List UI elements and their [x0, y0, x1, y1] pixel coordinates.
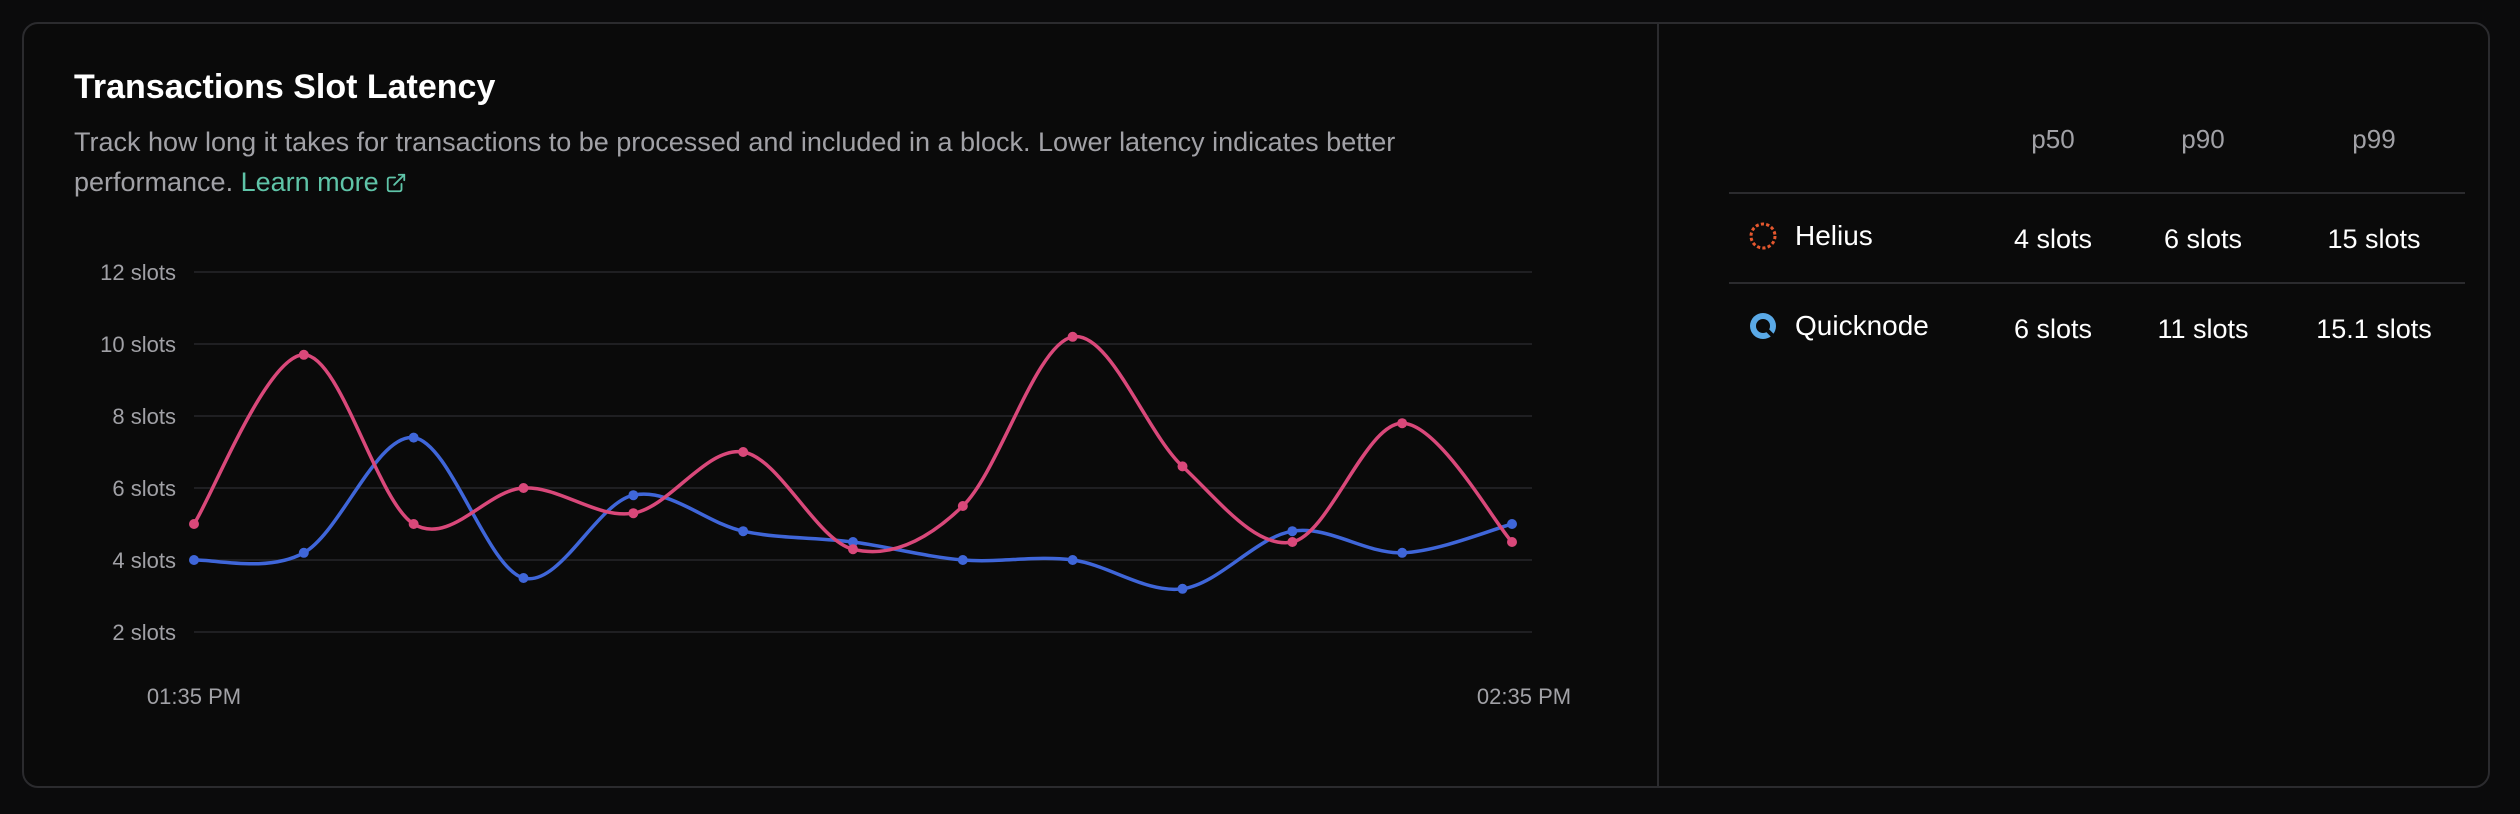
quicknode-data-point[interactable] [957, 555, 968, 565]
table-header: p50 p90 p99 [1729, 98, 2465, 194]
helius-data-point[interactable] [298, 349, 309, 360]
card-title: Transactions Slot Latency [74, 68, 496, 106]
learn-more-link[interactable]: Learn more [241, 167, 407, 197]
helius-data-point[interactable] [408, 519, 419, 529]
helius-data-point[interactable] [1067, 331, 1078, 342]
quicknode-data-point[interactable] [1397, 547, 1408, 558]
helius-data-point[interactable] [1507, 537, 1517, 547]
quicknode-p90: 11 slots [2157, 314, 2249, 344]
quicknode-data-point[interactable] [738, 526, 749, 537]
x-tick-label: 01:35 PM [147, 684, 241, 709]
quicknode-data-point[interactable] [1507, 519, 1517, 529]
description-text: Track how long it takes for transactions… [74, 127, 1396, 197]
quicknode-data-point[interactable] [1177, 583, 1188, 594]
helius-data-point[interactable] [738, 447, 749, 457]
helius-data-point[interactable] [518, 483, 529, 493]
y-tick-label: 2 slots [112, 620, 176, 645]
external-link-icon [386, 173, 405, 193]
percentile-table: p50 p90 p99 Helius 4 slots 6 slots 15 sl… [1729, 98, 2465, 372]
quicknode-series-line [193, 435, 1513, 592]
helius-icon [1749, 222, 1777, 250]
helius-data-point[interactable] [628, 508, 639, 519]
provider-name: Helius [1795, 220, 1873, 251]
quicknode-icon [1750, 313, 1776, 339]
helius-data-point[interactable] [1177, 461, 1188, 472]
helius-data-point[interactable] [848, 544, 858, 555]
provider-name: Quicknode [1795, 310, 1929, 341]
provider-helius: Helius [1747, 220, 1873, 252]
table-row-helius: Helius 4 slots 6 slots 15 slots [1729, 194, 2465, 284]
quicknode-data-point[interactable] [848, 537, 858, 547]
helius-p90: 6 slots [2163, 224, 2243, 254]
y-tick-label: 6 slots [112, 476, 176, 501]
quicknode-data-point[interactable] [518, 573, 529, 583]
col-p50: p50 [2031, 124, 2075, 154]
quicknode-data-point[interactable] [298, 547, 309, 558]
latency-line-chart: 2 slots 4 slots 6 slots 8 slots 10 slots 12 s… [100, 260, 1571, 709]
provider-quicknode: Quicknode [1747, 310, 1929, 342]
card-description: Track how long it takes for transactions… [74, 122, 1514, 202]
col-p90: p90 [2181, 124, 2225, 154]
quicknode-data-point[interactable] [1067, 555, 1078, 565]
y-tick-label: 8 slots [112, 404, 176, 429]
table-row-quicknode: Quicknode 6 slots 11 slots 15.1 slots [1729, 284, 2465, 372]
x-tick-label: 02:35 PM [1477, 684, 1571, 709]
quicknode-data-point[interactable] [189, 555, 199, 565]
helius-data-point[interactable] [1287, 537, 1298, 547]
stats-panel: p50 p90 p99 Helius 4 slots 6 slots 15 sl… [1659, 24, 2488, 786]
helius-data-point[interactable] [189, 519, 199, 529]
quicknode-p99: 15.1 slots [2316, 314, 2432, 344]
helius-p99: 15 slots [2327, 224, 2421, 254]
latency-card: Transactions Slot Latency Track how long… [22, 22, 2490, 788]
quicknode-p50: 6 slots [2013, 314, 2093, 344]
helius-data-point[interactable] [1397, 418, 1408, 429]
quicknode-data-point[interactable] [408, 432, 419, 443]
helius-p50: 4 slots [2013, 224, 2093, 254]
helius-data-point[interactable] [957, 501, 968, 511]
chart-panel: Transactions Slot Latency Track how long… [24, 24, 1657, 786]
quicknode-data-point[interactable] [1287, 526, 1298, 537]
learn-more-label: Learn more [240, 167, 379, 197]
quicknode-data-point[interactable] [628, 490, 639, 501]
col-p99: p99 [2352, 124, 2396, 154]
panel-divider [1657, 24, 1659, 786]
y-tick-label: 10 slots [100, 332, 176, 357]
y-tick-label: 12 slots [100, 260, 176, 285]
y-tick-label: 4 slots [112, 548, 176, 573]
